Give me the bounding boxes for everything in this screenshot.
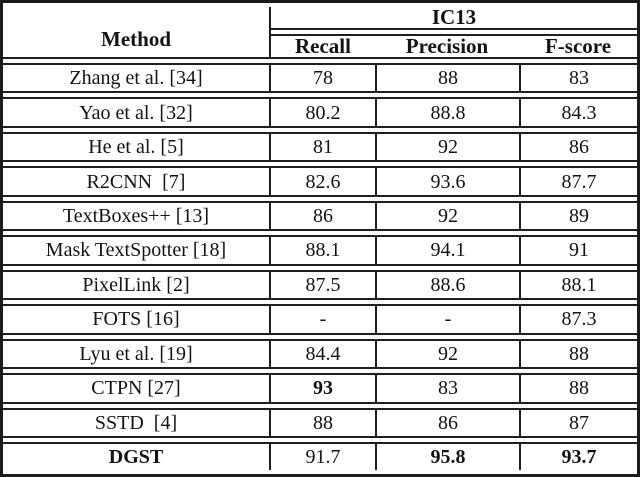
table-row: Yao et al. [32] 80.2 88.8 84.3 xyxy=(3,97,637,128)
header-row-group: Method IC13 xyxy=(3,7,637,59)
value-cell: 88 xyxy=(271,407,375,438)
value-cell: 88 xyxy=(519,338,637,370)
value-cell: 87.3 xyxy=(519,304,637,335)
table-row: Lyu et al. [19] 84.4 92 88 xyxy=(3,338,637,370)
method-cell: Mask TextSpotter [18] xyxy=(3,235,271,266)
value-cell: 87.5 xyxy=(271,269,375,301)
table-row: CTPN [27] 93 83 88 xyxy=(3,373,637,404)
value-cell: - xyxy=(271,304,375,335)
value-cell: 83 xyxy=(519,63,637,94)
value-cell: 86 xyxy=(375,407,519,438)
table-row: FOTS [16] - -87.3 xyxy=(3,304,637,335)
value-cell: 88.8 xyxy=(375,97,519,128)
method-cell: He et al. [5] xyxy=(3,131,271,163)
value-cell: 92 xyxy=(375,338,519,370)
table-row: Mask TextSpotter [18] 88.1 94.1 91 xyxy=(3,235,637,266)
value-cell: 95.8 xyxy=(375,441,519,470)
column-header-recall: Recall xyxy=(271,34,375,59)
value-cell: 92 xyxy=(375,131,519,163)
value-cell: 86 xyxy=(271,200,375,232)
method-cell: CTPN [27] xyxy=(3,373,271,404)
value-cell: 89 xyxy=(519,200,637,232)
dataset-group-header: IC13 xyxy=(271,7,637,30)
method-cell: FOTS [16] xyxy=(3,304,271,335)
value-cell: 91.7 xyxy=(271,441,375,470)
value-cell: 94.1 xyxy=(375,235,519,266)
value-cell: 81 xyxy=(271,131,375,163)
value-cell: 93.6 xyxy=(375,166,519,197)
table-row: R2CNN [7] 82.6 93.6 87.7 xyxy=(3,166,637,197)
table-body: Zhang et al. [34] 78 88 83 Yao et al. [32] 80… xyxy=(3,63,637,470)
method-cell: Yao et al. [32] xyxy=(3,97,271,128)
value-cell: 88.6 xyxy=(375,269,519,301)
value-cell: 91 xyxy=(519,235,637,266)
method-cell: Zhang et al. [34] xyxy=(3,63,271,94)
header-row-metrics: Recall Precision F-score xyxy=(3,34,637,59)
results-table: Method IC13 Recall Precision F-score Zha… xyxy=(3,3,637,474)
value-cell: 87 xyxy=(519,407,637,438)
table-row: SSTD [4] 88 86 87 xyxy=(3,407,637,438)
method-cell: DGST xyxy=(3,441,271,470)
value-cell: 88 xyxy=(519,373,637,404)
value-cell: 93.7 xyxy=(519,441,637,470)
value-cell: 78 xyxy=(271,63,375,94)
value-cell: 92 xyxy=(375,200,519,232)
column-header-precision: Precision xyxy=(375,34,519,59)
method-column-header: Method xyxy=(3,7,271,59)
table-row: He et al. [5] 81 92 86 xyxy=(3,131,637,163)
value-cell: 87.7 xyxy=(519,166,637,197)
table-row: DGST 91.7 95.8 93.7 xyxy=(3,441,637,470)
value-cell: 93 xyxy=(271,373,375,404)
value-cell: 83 xyxy=(375,373,519,404)
value-cell: 84.3 xyxy=(519,97,637,128)
value-cell: 84.4 xyxy=(271,338,375,370)
method-cell: TextBoxes++ [13] xyxy=(3,200,271,232)
column-header-fscore: F-score xyxy=(519,34,637,59)
value-cell: 88 xyxy=(375,63,519,94)
value-cell: 86 xyxy=(519,131,637,163)
table-row: Zhang et al. [34] 78 88 83 xyxy=(3,63,637,94)
method-cell: Lyu et al. [19] xyxy=(3,338,271,370)
method-cell: R2CNN [7] xyxy=(3,166,271,197)
table-row: TextBoxes++ [13] 86 92 89 xyxy=(3,200,637,232)
method-cell: SSTD [4] xyxy=(3,407,271,438)
value-cell: - xyxy=(375,304,519,335)
value-cell: 88.1 xyxy=(271,235,375,266)
table-row: PixelLink [2] 87.5 88.6 88.1 xyxy=(3,269,637,301)
value-cell: 80.2 xyxy=(271,97,375,128)
value-cell: 82.6 xyxy=(271,166,375,197)
method-cell: PixelLink [2] xyxy=(3,269,271,301)
value-cell: 88.1 xyxy=(519,269,637,301)
